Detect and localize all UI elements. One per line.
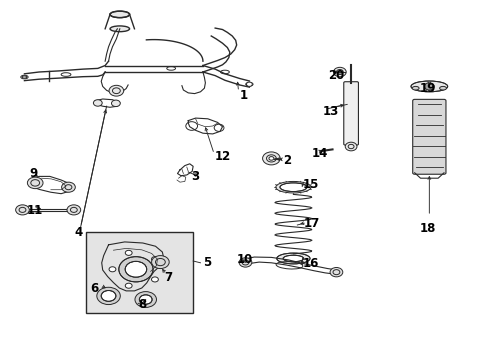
- Circle shape: [93, 100, 102, 106]
- Circle shape: [109, 267, 116, 272]
- Text: 11: 11: [27, 204, 43, 217]
- Ellipse shape: [110, 26, 129, 32]
- Circle shape: [345, 142, 356, 151]
- Circle shape: [67, 205, 81, 215]
- Circle shape: [111, 100, 120, 107]
- Text: 10: 10: [236, 253, 252, 266]
- Text: 4: 4: [74, 226, 82, 239]
- Circle shape: [119, 257, 153, 282]
- Text: 3: 3: [190, 170, 199, 183]
- Text: 19: 19: [419, 82, 435, 95]
- Circle shape: [97, 287, 120, 305]
- Circle shape: [424, 83, 433, 90]
- Ellipse shape: [110, 11, 129, 18]
- Circle shape: [101, 291, 116, 301]
- Text: 14: 14: [311, 147, 327, 159]
- Circle shape: [151, 256, 169, 269]
- Circle shape: [125, 261, 146, 277]
- Circle shape: [239, 258, 251, 267]
- Circle shape: [125, 250, 132, 255]
- Text: 13: 13: [322, 105, 338, 118]
- FancyBboxPatch shape: [412, 99, 445, 174]
- Text: 8: 8: [138, 298, 146, 311]
- Text: 15: 15: [303, 178, 319, 191]
- Text: 18: 18: [419, 222, 435, 235]
- Circle shape: [268, 157, 273, 160]
- Text: 9: 9: [29, 167, 38, 180]
- Ellipse shape: [283, 255, 303, 262]
- Circle shape: [61, 182, 75, 192]
- Circle shape: [27, 177, 43, 189]
- Ellipse shape: [20, 75, 28, 79]
- Circle shape: [16, 205, 29, 215]
- Text: 7: 7: [163, 271, 172, 284]
- Circle shape: [329, 267, 342, 277]
- Circle shape: [151, 277, 158, 282]
- Text: 6: 6: [90, 282, 99, 295]
- Circle shape: [135, 292, 156, 307]
- Circle shape: [139, 295, 152, 304]
- Ellipse shape: [439, 86, 446, 90]
- Ellipse shape: [410, 81, 447, 92]
- Circle shape: [151, 257, 158, 262]
- Text: 5: 5: [203, 256, 211, 269]
- Circle shape: [125, 283, 132, 288]
- Circle shape: [338, 71, 341, 73]
- Ellipse shape: [22, 76, 26, 78]
- Bar: [85, 232, 193, 313]
- FancyBboxPatch shape: [343, 82, 358, 145]
- Text: 20: 20: [327, 69, 343, 82]
- Text: 2: 2: [283, 154, 291, 167]
- Circle shape: [109, 85, 123, 96]
- Text: 16: 16: [302, 257, 318, 270]
- Ellipse shape: [411, 86, 418, 90]
- Circle shape: [246, 82, 252, 86]
- Text: 17: 17: [304, 217, 320, 230]
- Text: 1: 1: [239, 89, 247, 102]
- Circle shape: [333, 67, 346, 77]
- Ellipse shape: [279, 183, 306, 192]
- Text: 12: 12: [215, 150, 231, 163]
- Ellipse shape: [276, 253, 309, 264]
- Circle shape: [262, 152, 280, 165]
- Ellipse shape: [275, 181, 310, 193]
